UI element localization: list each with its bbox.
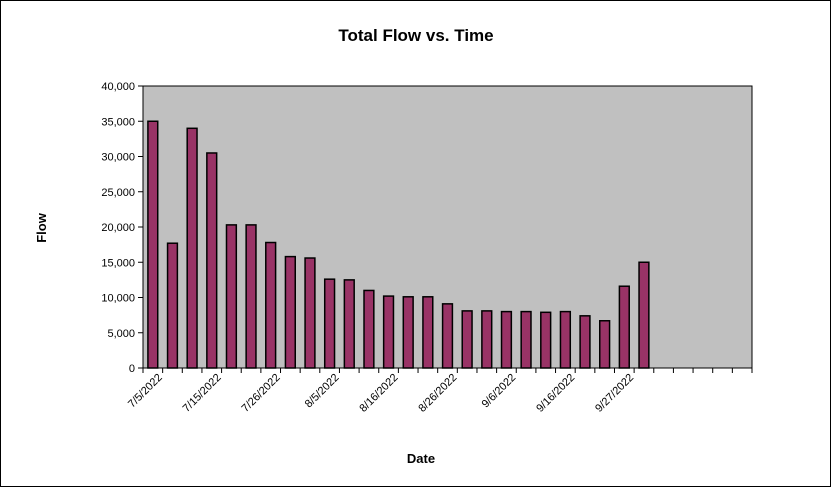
bar (618, 285, 630, 369)
x-tick-label: 8/5/2022 (303, 372, 342, 411)
bar (481, 310, 493, 369)
bars (147, 120, 650, 369)
bar (402, 296, 414, 369)
chart-title: Total Flow vs. Time (338, 26, 493, 45)
bar (206, 152, 218, 369)
y-axis-label: Flow (34, 212, 49, 242)
y-tick-label: 40,000 (101, 81, 135, 93)
bar (304, 257, 316, 369)
x-tick-label: 7/15/2022 (181, 372, 224, 415)
bar (599, 320, 611, 369)
bar (422, 296, 434, 369)
bar (441, 303, 454, 369)
x-tick-label: 9/6/2022 (480, 372, 519, 411)
y-tick-label: 10,000 (101, 293, 135, 305)
y-axis: 0 5,000 10,000 15,000 20,000 25,000 30,000 35,0… (101, 81, 144, 375)
bar (500, 310, 513, 369)
bar (540, 311, 552, 369)
x-axis-label: Date (407, 451, 435, 466)
bar (323, 278, 336, 369)
x-tick-label: 9/27/2022 (593, 372, 636, 415)
y-tick-label: 35,000 (101, 116, 135, 128)
x-tick-label: 9/16/2022 (534, 372, 577, 415)
bar (166, 242, 179, 369)
x-tick-label: 7/26/2022 (240, 372, 283, 415)
bar (265, 241, 277, 369)
bar (382, 295, 395, 369)
bar (245, 224, 257, 369)
x-axis: 7/5/2022 7/15/2022 7/26/2022 8/5/2022 8/16/2… (126, 367, 753, 415)
x-tick-label: 7/5/2022 (126, 372, 165, 411)
bar (579, 315, 591, 369)
bar (363, 289, 375, 369)
bar (186, 127, 198, 369)
bar (343, 279, 355, 369)
bar (225, 224, 238, 369)
x-tick-label: 8/26/2022 (416, 372, 459, 415)
y-tick-label: 25,000 (101, 187, 135, 199)
bar (284, 255, 296, 369)
y-tick-label: 15,000 (101, 257, 135, 269)
y-tick-label: 20,000 (101, 222, 135, 234)
bar (461, 310, 473, 369)
bar (147, 120, 159, 369)
bar (559, 310, 572, 369)
y-tick-label: 30,000 (101, 152, 135, 164)
bar (638, 261, 650, 369)
bar (520, 310, 532, 369)
y-tick-label: 0 (129, 363, 135, 375)
y-tick-label: 5,000 (107, 328, 135, 340)
x-tick-label: 8/16/2022 (357, 372, 400, 415)
